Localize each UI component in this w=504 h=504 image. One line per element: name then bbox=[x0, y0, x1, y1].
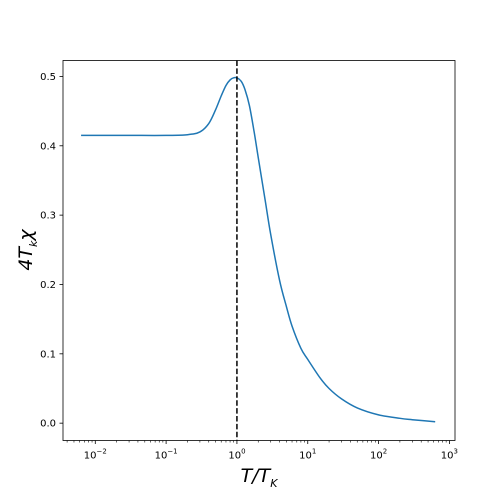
y-tick-label: 0.1 bbox=[40, 349, 56, 360]
series-line-0 bbox=[81, 76, 436, 423]
x-tick-label: 100 bbox=[228, 448, 245, 462]
axes-frame bbox=[62, 60, 456, 441]
y-tick-label: 0.4 bbox=[40, 141, 56, 152]
x-axis-label: T/TK bbox=[241, 465, 279, 490]
x-tick-label: 10−2 bbox=[84, 448, 107, 462]
y-tick-label: 0.2 bbox=[40, 280, 56, 291]
x-tick-label: 101 bbox=[299, 448, 316, 462]
y-axis-label: 4Tkχ bbox=[15, 229, 40, 271]
y-tick-label: 0.0 bbox=[40, 419, 56, 430]
x-tick-label: 10−1 bbox=[155, 448, 178, 462]
y-tick-label: 0.5 bbox=[40, 72, 56, 83]
plot-area bbox=[81, 60, 436, 441]
x-tick-label: 102 bbox=[370, 448, 387, 462]
y-tick-label: 0.3 bbox=[40, 211, 56, 222]
x-tick-label: 103 bbox=[441, 448, 458, 462]
